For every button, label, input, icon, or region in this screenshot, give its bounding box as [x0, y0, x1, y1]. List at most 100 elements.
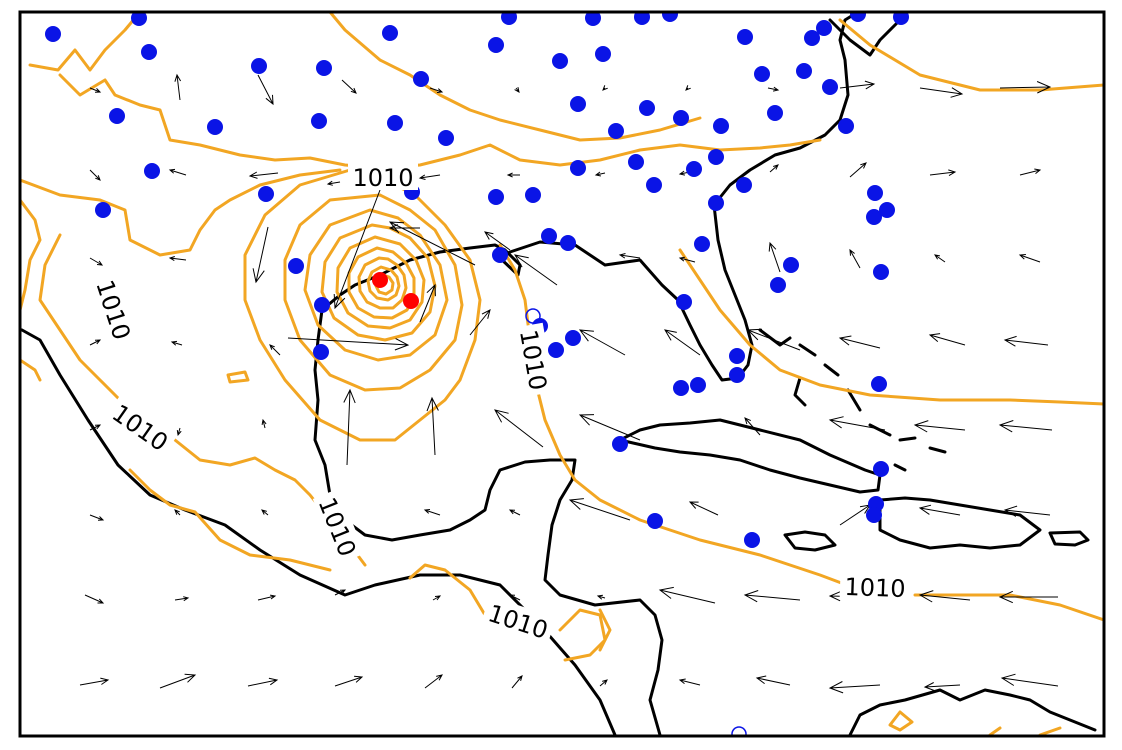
wind-arrow	[159, 673, 197, 689]
wind-arrow	[257, 594, 277, 601]
wind-arrow	[168, 168, 187, 176]
station-marker	[822, 79, 838, 95]
storm-center-marker	[372, 272, 388, 288]
wind-arrow	[928, 333, 966, 346]
isobar-north-2	[328, 12, 702, 142]
wind-arrow	[423, 509, 441, 516]
wind-arrow	[174, 509, 181, 516]
station-marker	[893, 12, 909, 25]
wind-arrow	[849, 162, 867, 178]
wind-arrow	[913, 420, 966, 433]
station-marker-empty	[731, 726, 747, 736]
wind-arrow	[568, 498, 631, 521]
coastline-jamaica	[783, 530, 837, 552]
isobar-storm-2	[283, 193, 464, 392]
station-marker	[879, 202, 895, 218]
wind-arrow	[828, 681, 881, 694]
isobar-sw	[128, 468, 332, 572]
station-marker	[639, 100, 655, 116]
station-marker	[713, 118, 729, 134]
station-marker	[608, 123, 624, 139]
station-marker	[867, 185, 883, 201]
isobar-yucatan-loop	[408, 563, 607, 662]
station-marker	[548, 342, 564, 358]
wind-arrow	[170, 340, 183, 346]
station-marker	[838, 118, 854, 134]
station-marker	[770, 277, 786, 293]
wind-arrow	[257, 74, 274, 106]
station-marker	[313, 344, 329, 360]
station-marker	[873, 264, 889, 280]
wind-arrow	[596, 594, 606, 600]
isobar-label: 1010	[514, 327, 552, 392]
wind-arrow	[89, 257, 104, 266]
wind-arrow	[1018, 254, 1041, 263]
wind-arrow	[918, 590, 971, 603]
map-frame	[18, 10, 1106, 738]
wind-arrow	[261, 509, 269, 516]
wind-arrow	[174, 596, 190, 602]
station-marker	[804, 30, 820, 46]
isobar-small-island	[226, 370, 250, 384]
station-marker	[552, 53, 568, 69]
station-marker	[729, 367, 745, 383]
station-marker	[647, 513, 663, 529]
wind-arrow	[508, 509, 521, 516]
station-marker	[207, 119, 223, 135]
wind-arrow	[929, 169, 957, 177]
isobar-east-long	[678, 248, 1104, 406]
wind-arrow	[599, 679, 608, 687]
wind-arrow	[261, 418, 267, 429]
wind-arrow	[247, 677, 279, 687]
station-marker	[686, 161, 702, 177]
wind-arrow	[79, 677, 110, 686]
wind-arrow	[768, 241, 781, 273]
wind-arrow	[89, 87, 102, 93]
isobar-labels: 1010 1010 1010 1010 1010 1010 1010	[90, 162, 911, 645]
station-marker	[737, 29, 753, 45]
station-marker	[871, 376, 887, 392]
station-marker	[634, 12, 650, 25]
station-marker	[258, 186, 274, 202]
wind-arrow	[998, 590, 1058, 604]
station-marker	[541, 228, 557, 244]
wind-arrow	[432, 595, 442, 601]
isobar-north	[28, 12, 822, 170]
station-marker	[866, 209, 882, 225]
station-marker	[525, 187, 541, 203]
station-marker	[628, 154, 644, 170]
isobar-sa-2	[988, 726, 1062, 736]
station-marker	[873, 461, 889, 477]
wind-arrow	[484, 231, 511, 251]
station-marker	[708, 195, 724, 211]
wind-arrow	[755, 675, 791, 686]
station-marker	[694, 236, 710, 252]
isobar-storm-7	[357, 256, 408, 310]
coastline-bahamas	[758, 328, 947, 472]
isobar-label: 1010	[352, 164, 413, 192]
wind-arrow	[923, 682, 961, 691]
isobar-storm-5	[335, 235, 426, 330]
station-marker	[708, 149, 724, 165]
wind-arrow	[334, 675, 364, 687]
wind-arrow	[511, 675, 523, 689]
wind-arrow	[578, 329, 626, 356]
station-marker	[676, 294, 692, 310]
station-marker	[95, 202, 111, 218]
coastline-cuba	[618, 418, 882, 494]
isobar-sa-1	[888, 710, 914, 732]
coastlines	[20, 12, 1097, 736]
wind-arrow	[769, 164, 779, 173]
station-marker	[488, 37, 504, 53]
coastline-south-america	[848, 688, 1097, 736]
wind-arrow	[494, 409, 544, 448]
wind-arrow	[743, 590, 801, 603]
wind-arrow	[664, 329, 701, 356]
isobar-south-east	[913, 593, 1104, 622]
wind-arrow	[618, 253, 641, 259]
wind-arrow	[767, 86, 780, 92]
isobar-northeast	[838, 18, 1104, 92]
wind-arrow	[1003, 505, 1051, 517]
wind-arrow	[89, 339, 102, 346]
